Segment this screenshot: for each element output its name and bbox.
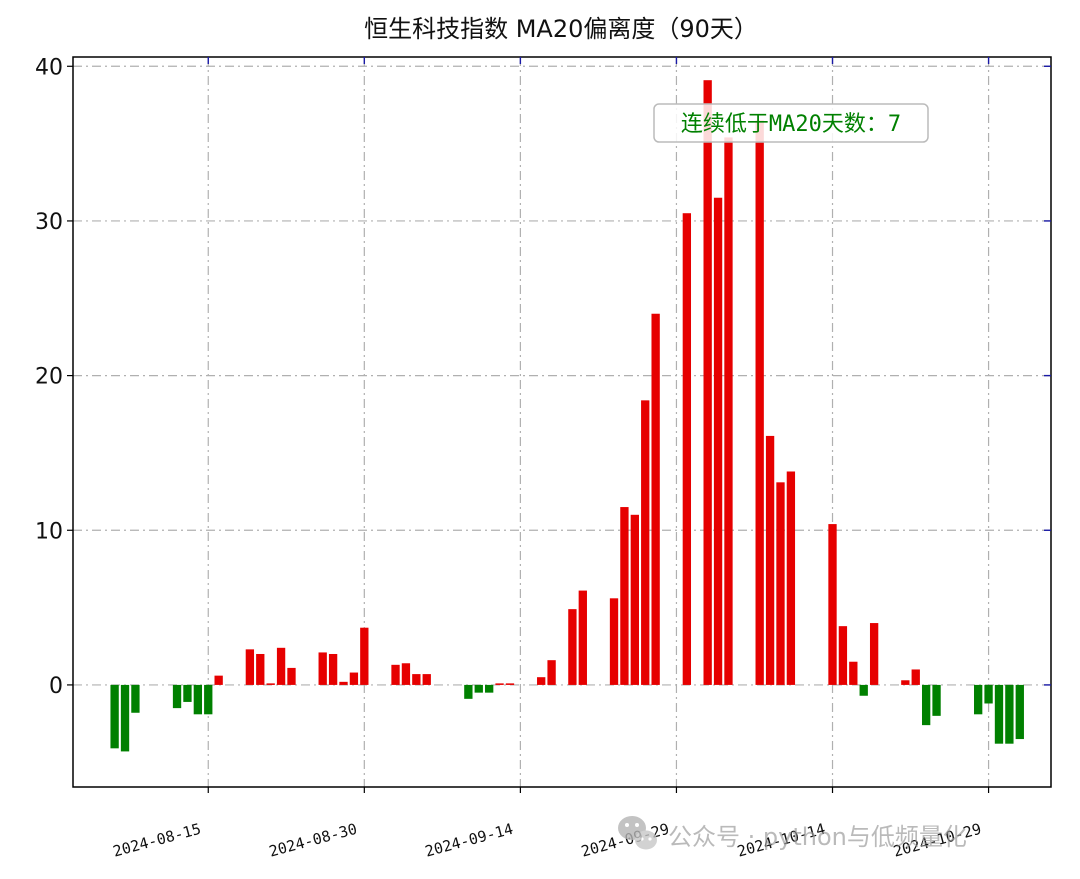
x-tick-label: 2024-08-30 (267, 820, 359, 861)
grid-lines (73, 57, 1051, 787)
bar (474, 684, 483, 693)
bars (110, 80, 1024, 752)
bar (245, 649, 255, 685)
bar (651, 313, 660, 685)
bar (1015, 684, 1024, 740)
wechat-icon (618, 816, 657, 850)
x-tick-label: 2024-08-15 (111, 820, 203, 861)
bar (172, 684, 182, 709)
bar (547, 660, 556, 685)
chart-title: 恒生科技指数 MA20偏离度（90天） (364, 15, 758, 43)
bar (921, 684, 931, 726)
bar (214, 675, 223, 685)
bar (578, 590, 587, 685)
bar (620, 507, 629, 685)
annotation-box: 连续低于MA20天数：7 (653, 103, 929, 143)
bar (869, 623, 879, 685)
bar (360, 627, 369, 685)
watermark: 公众号 · python与低频量化 (618, 816, 967, 851)
annotation-text: 连续低于MA20天数：7 (681, 112, 901, 137)
bar (495, 683, 504, 685)
bar (974, 684, 983, 715)
y-tick-label: 20 (35, 365, 63, 390)
bar (328, 653, 338, 685)
bar (849, 661, 858, 685)
bar (287, 667, 296, 685)
bar (391, 664, 400, 685)
bar (120, 684, 130, 752)
bar (994, 684, 1004, 744)
bar (110, 684, 119, 749)
bar (193, 684, 203, 715)
bar (505, 683, 515, 685)
y-tick-label: 40 (35, 55, 63, 80)
bar (641, 400, 650, 685)
bar (412, 674, 421, 685)
bar (485, 684, 494, 693)
bar (984, 684, 993, 704)
bar (609, 598, 619, 685)
y-tick-label: 0 (49, 674, 63, 699)
plot-frame (72, 56, 1052, 788)
bar (256, 653, 265, 685)
y-tick-label: 30 (35, 210, 63, 235)
watermark-text: 公众号 · python与低频量化 (668, 823, 967, 851)
bar (776, 482, 785, 685)
bar (724, 137, 733, 685)
bar (932, 684, 941, 716)
bar (537, 677, 546, 685)
bar (422, 674, 431, 685)
bar (464, 684, 473, 699)
bar (318, 652, 327, 685)
bar (859, 684, 868, 696)
bar (786, 471, 796, 685)
bar (703, 80, 712, 685)
bar (911, 669, 920, 685)
x-tick-label: 2024-09-14 (423, 820, 515, 861)
bar (630, 514, 639, 685)
bar (183, 684, 192, 702)
y-tick-label: 10 (35, 519, 63, 544)
bar (339, 681, 348, 685)
bar (1005, 684, 1014, 744)
bar (713, 197, 723, 685)
y-axis-labels: 0 10 20 30 40 (35, 55, 63, 699)
bar (204, 684, 213, 715)
bar (131, 684, 140, 713)
bar (838, 626, 848, 685)
tick-marks (67, 57, 1051, 793)
bar (276, 647, 286, 685)
bar (765, 435, 775, 685)
bar (266, 683, 275, 685)
bar (401, 663, 411, 685)
bar (349, 672, 359, 685)
bar (755, 120, 764, 685)
bar (828, 524, 837, 685)
bar (901, 680, 910, 685)
bar (682, 213, 692, 685)
bar (568, 609, 577, 685)
